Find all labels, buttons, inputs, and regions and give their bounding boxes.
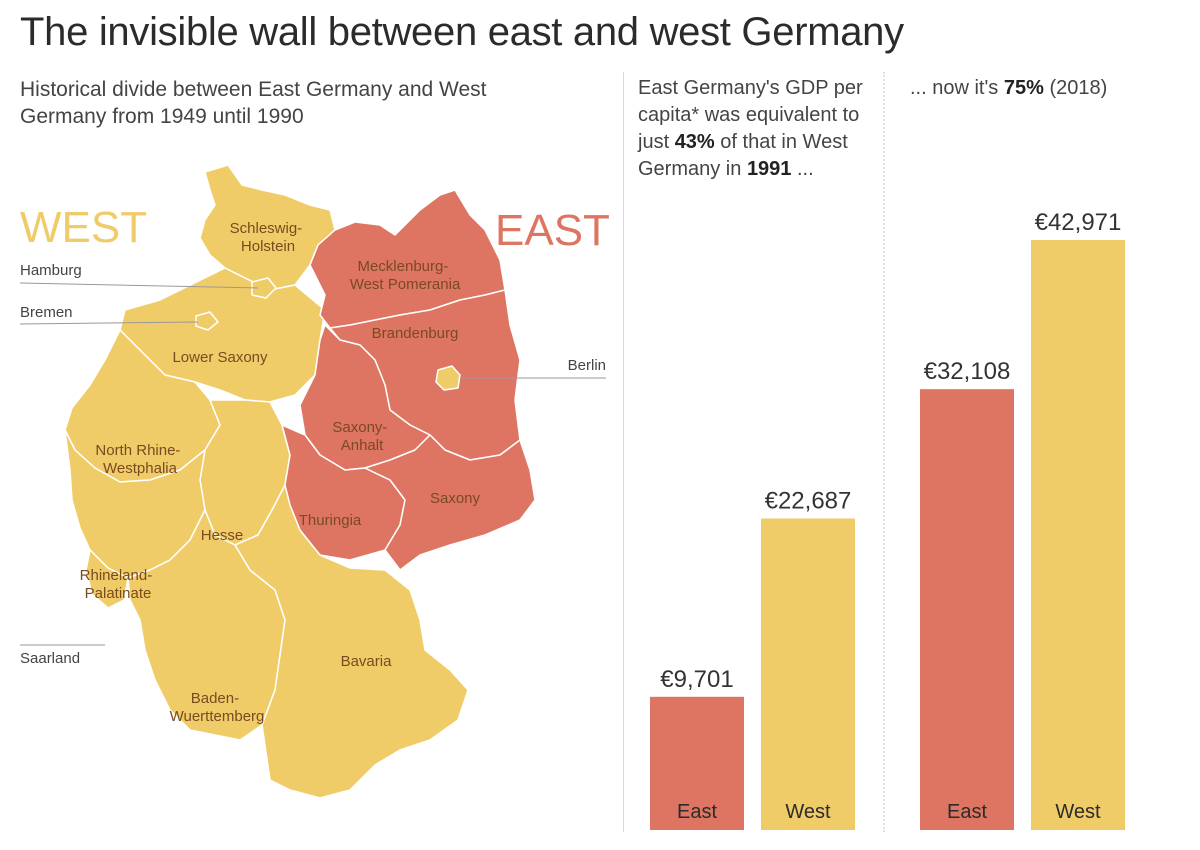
callout-hamburg: Hamburg xyxy=(20,262,82,279)
label-line: North Rhine- xyxy=(95,442,180,459)
label-line: Palatinate xyxy=(85,585,152,602)
label-line: Wuerttemberg xyxy=(170,708,265,725)
bar-category-label: West xyxy=(1055,801,1101,823)
panel-divider-dotted xyxy=(883,72,885,832)
region-berlin xyxy=(435,365,461,391)
panel-divider xyxy=(623,72,624,832)
west-label: WEST xyxy=(20,203,147,252)
label-hesse: Hesse xyxy=(201,527,244,544)
bar-value-label: €42,971 xyxy=(1035,209,1122,236)
bar-category-label: West xyxy=(785,801,831,823)
note-text: East Germany's GDP per capita* was equiv… xyxy=(638,77,863,153)
label-saxony-anhalt: Saxony- Anhalt xyxy=(332,419,391,454)
bar-value-label: €22,687 xyxy=(765,488,852,515)
label-line: West Pomerania xyxy=(350,276,461,293)
bar-value-label: €9,701 xyxy=(660,666,733,693)
bar-west xyxy=(1031,240,1125,830)
label-line: Westphalia xyxy=(103,460,178,477)
callout-bremen: Bremen xyxy=(20,304,73,321)
note-text: (2018) xyxy=(1043,77,1108,99)
label-line: Rhineland- xyxy=(80,567,153,584)
west-germany xyxy=(64,164,469,799)
label-schleswig-holstein: Schleswig- Holstein xyxy=(230,220,307,255)
label-saxony: Saxony xyxy=(430,490,481,507)
bar-category-label: East xyxy=(947,801,987,823)
bar-value-label: €32,108 xyxy=(924,358,1011,385)
label-north-rhine-westphalia: North Rhine- Westphalia xyxy=(95,442,184,477)
note-percent: 43% xyxy=(674,131,715,153)
label-mecklenburg-west-pomerania: Mecklenburg- West Pomerania xyxy=(350,258,461,293)
label-bavaria: Bavaria xyxy=(341,653,393,670)
label-line: Saxony- xyxy=(332,419,387,436)
bar-east xyxy=(650,696,744,830)
gdp-chart-2018: €32,108 East €42,971 West xyxy=(920,209,1125,830)
region-saarland xyxy=(85,549,129,609)
map-subtitle: Historical divide between East Germany a… xyxy=(20,78,487,128)
note-text: ... xyxy=(791,158,814,180)
region-labels: Schleswig- Holstein Lower Saxony North R… xyxy=(80,220,481,725)
note-percent: 75% xyxy=(1003,77,1044,99)
region-hamburg xyxy=(251,277,277,299)
note-text: of that in West Germany in xyxy=(638,131,848,180)
callout-line-hamburg xyxy=(19,282,259,289)
label-thuringia: Thuringia xyxy=(299,512,362,529)
label-line: Baden- xyxy=(191,690,239,707)
note-text: ... now it's xyxy=(910,77,1004,99)
label-lower-saxony: Lower Saxony xyxy=(172,349,268,366)
label-baden-wuerttemberg: Baden- Wuerttemberg xyxy=(170,690,265,725)
bar-category-label: East xyxy=(677,801,717,823)
label-line: Holstein xyxy=(241,238,295,255)
label-line: Schleswig- xyxy=(230,220,303,237)
callout-line-bremen xyxy=(19,321,199,325)
note-year: 1991 xyxy=(746,158,792,180)
callout-berlin: Berlin xyxy=(568,357,606,374)
region-saxony xyxy=(364,434,536,571)
callout-saarland: Saarland xyxy=(20,650,80,667)
gdp-chart-1991: €9,701 East €22,687 West xyxy=(650,488,855,830)
label-line: Anhalt xyxy=(341,437,384,454)
region-schleswig-holstein xyxy=(199,164,336,291)
gdp-note-2018: ... now it's 75% (2018) xyxy=(910,75,1170,102)
east-germany xyxy=(281,189,536,571)
bar-west xyxy=(761,518,855,830)
map-callouts xyxy=(19,282,606,646)
label-brandenburg: Brandenburg xyxy=(372,325,459,342)
east-label: EAST xyxy=(495,206,610,255)
page-title: The invisible wall between east and west… xyxy=(20,10,904,54)
label-rhineland-palatinate: Rhineland- Palatinate xyxy=(80,567,157,602)
bar-east xyxy=(920,389,1014,830)
region-bremen xyxy=(195,311,219,331)
label-line: Mecklenburg- xyxy=(357,258,448,275)
germany-map: WEST EAST Schleswig- Holstein Lower Saxo… xyxy=(19,164,610,799)
gdp-note-1991: East Germany's GDP per capita* was equiv… xyxy=(638,75,878,183)
